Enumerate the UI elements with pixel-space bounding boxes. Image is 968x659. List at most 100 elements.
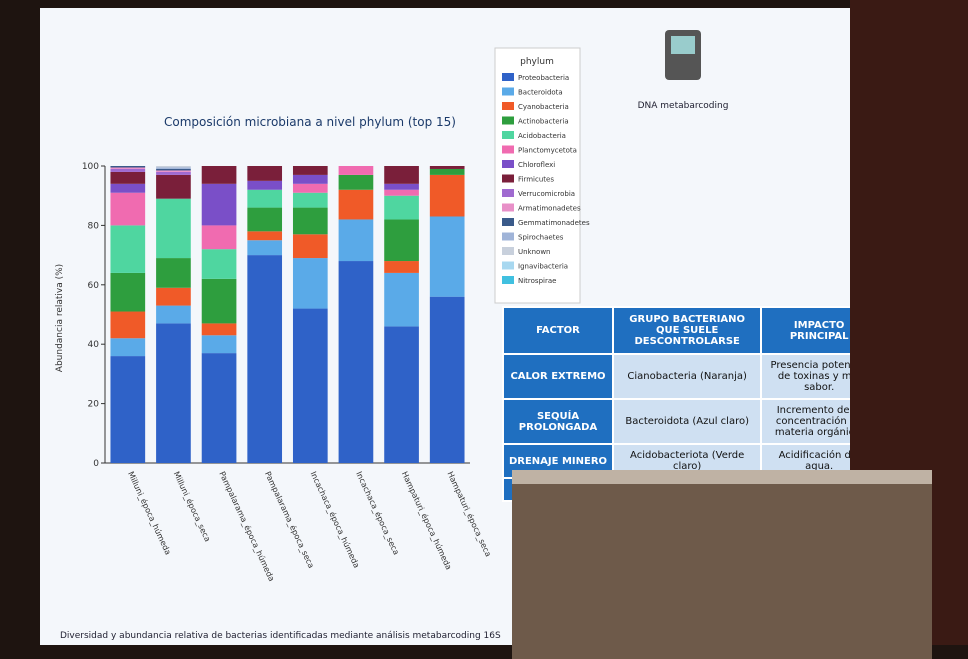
bar-segment: [201, 278, 237, 324]
legend-label: Gemmatimonadetes: [518, 219, 590, 227]
table-row: CALOR EXTREMO Cianobacteria (Naranja) Pres…: [502, 353, 878, 400]
bar-segment: [429, 216, 465, 297]
bar-segment: [384, 195, 419, 220]
y-tick-label: 0: [93, 459, 99, 469]
bar-segment: [292, 166, 328, 175]
legend-swatch: [502, 203, 514, 212]
bar-segment: [338, 174, 374, 190]
y-tick-label: 80: [88, 221, 100, 231]
bar-segment: [156, 170, 191, 172]
bar-segment: [110, 356, 146, 463]
legend-label: Armatimonadetes: [518, 205, 581, 213]
x-tick-label: Milluni_época_seca: [172, 470, 213, 544]
caption: Diversidad y abundancia relativa de bact…: [60, 631, 501, 641]
bar-segment: [292, 183, 328, 193]
bar-segment: [292, 174, 328, 184]
chart-title: Composición microbiana a nivel phylum (t…: [164, 115, 456, 129]
legend-label: Planctomycetota: [518, 147, 577, 155]
bar-segment: [156, 323, 191, 463]
bar-segment: [156, 198, 191, 259]
legend-label: Ignavibacteria: [518, 263, 568, 271]
bar-segment: [247, 189, 283, 208]
bar-segment: [247, 231, 283, 241]
legend-swatch: [502, 174, 514, 183]
x-tick-label: Pampalarama_época_húmeda: [217, 470, 277, 583]
legend-swatch: [502, 87, 514, 96]
y-tick-label: 40: [88, 340, 100, 350]
bar-segment: [384, 272, 419, 327]
legend-swatch: [502, 261, 514, 270]
legend-swatch: [502, 276, 514, 284]
bar-segment: [247, 255, 283, 463]
bar-segment: [247, 207, 283, 232]
table-header-cell: GRUPO BACTERIANO QUE SUELE DESCONTROLARS…: [611, 306, 763, 355]
legend-swatch: [502, 73, 514, 81]
legend-swatch: [502, 102, 514, 110]
table-header-row: FACTOR GRUPO BACTERIANO QUE SUELE DESCONT…: [502, 306, 878, 355]
bar-segment: [201, 225, 237, 250]
bar-segment: [110, 168, 146, 172]
legend-label: Verrucomicrobia: [518, 190, 575, 198]
chart: Composición microbiana a nivel phylum (t…: [55, 30, 729, 641]
bar-segment: [156, 167, 191, 169]
bar-segment: [156, 168, 191, 171]
y-axis-label: Abundancia relativa (%): [55, 264, 65, 372]
bar-segment: [292, 207, 328, 235]
bar-segment: [110, 225, 146, 273]
bar-segment: [110, 338, 146, 357]
bar-segment: [338, 219, 374, 262]
bar-segment: [384, 261, 419, 273]
bar-segment: [156, 287, 191, 306]
page: {"chart_data": {"type": "stacked-bar", "…: [40, 0, 968, 659]
x-tick-label: Incachaca_época_húmeda: [308, 470, 362, 570]
bar-segment: [384, 219, 419, 262]
legend-swatch: [502, 116, 514, 125]
bar-segment: [156, 305, 191, 324]
legend-label: Actinobacteria: [518, 118, 569, 126]
bar-segment: [201, 335, 237, 354]
podium: [512, 470, 932, 659]
dna-icon-screen: [671, 36, 695, 54]
legend-swatch: [502, 189, 514, 197]
bar-segment: [384, 326, 419, 463]
bar-segment: [292, 234, 328, 259]
bar-segment: [247, 180, 283, 190]
table-cell: Bacteroidota (Azul claro): [611, 398, 763, 445]
x-tick-label: Hampaturi_época_seca: [445, 470, 493, 559]
bar-segment: [156, 166, 191, 168]
bar-segment: [110, 192, 146, 226]
bar-segment: [156, 174, 191, 199]
bar-segment: [247, 240, 283, 256]
bar-segment: [110, 171, 146, 184]
legend-title: phylum: [520, 57, 554, 67]
bar-segment: [110, 167, 146, 169]
legend-swatch: [502, 145, 514, 154]
table-cell: CALOR EXTREMO: [502, 353, 614, 400]
bar-segment: [201, 166, 237, 184]
table-header-cell: FACTOR: [502, 306, 614, 355]
bar-segment: [384, 183, 419, 190]
bar-segment: [338, 189, 374, 220]
bar-segment: [384, 166, 419, 184]
legend-label: Unknown: [518, 248, 551, 256]
legend-label: Proteobacteria: [518, 74, 569, 82]
legend-swatch: [502, 218, 514, 226]
legend-swatch: [502, 232, 514, 241]
bar-segment: [110, 183, 146, 193]
icon-label: DNA metabarcoding: [638, 101, 729, 111]
legend-label: Cyanobacteria: [518, 103, 569, 111]
bar-segment: [338, 166, 374, 175]
bar-segment: [292, 258, 328, 309]
x-tick-label: Milluni_época_húmeda: [126, 470, 174, 557]
table-cell: Cianobacteria (Naranja): [611, 353, 763, 400]
bar-segment: [110, 311, 146, 339]
bar-segment: [429, 174, 465, 217]
bar-segment: [429, 168, 465, 175]
bar-segment: [110, 272, 146, 312]
bar-segment: [201, 249, 237, 279]
table-cell: SEQUÍA PROLONGADA: [502, 398, 614, 445]
bar-segment: [247, 166, 283, 181]
legend-label: Nitrospirae: [518, 277, 556, 285]
bar-segment: [338, 261, 374, 463]
bar-segment: [156, 171, 191, 175]
